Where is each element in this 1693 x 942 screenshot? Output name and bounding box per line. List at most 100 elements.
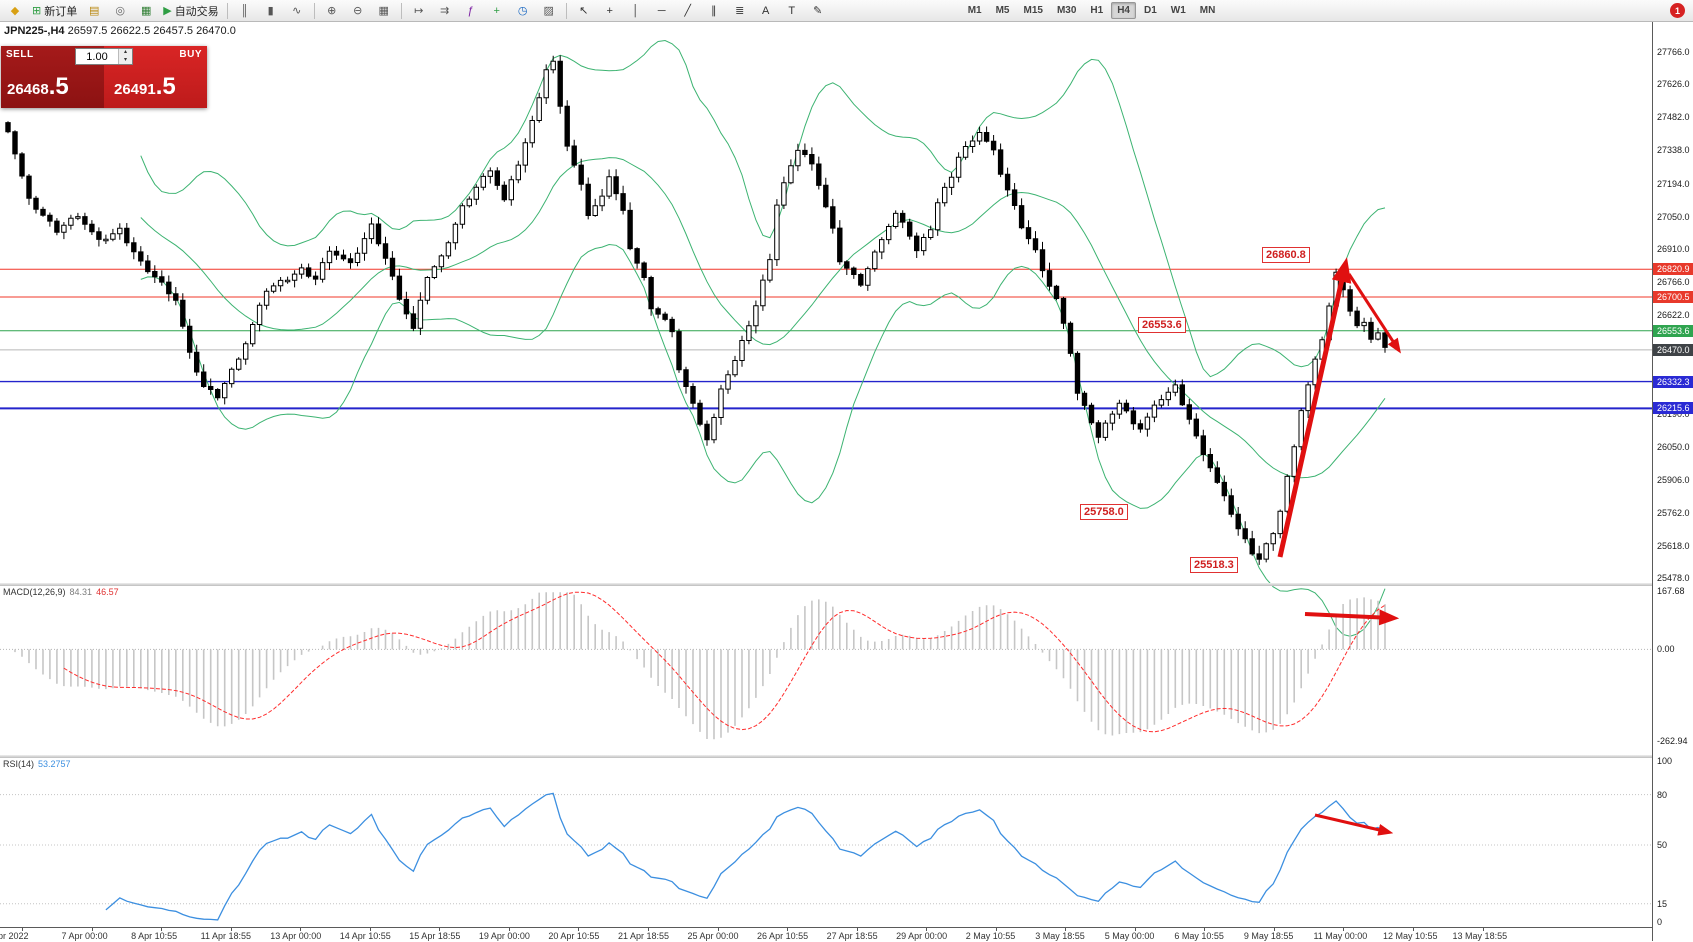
date-label: 15 Apr 18:55 bbox=[409, 931, 461, 941]
pullback-trend-arrow[interactable] bbox=[1347, 273, 1401, 354]
macd-scale-tick: -262.94 bbox=[1657, 735, 1688, 746]
price-tick: 25478.0 bbox=[1657, 573, 1690, 583]
tf-button-W1[interactable]: W1 bbox=[1170, 5, 1186, 16]
rsi-scale-tick: 0 bbox=[1657, 917, 1663, 927]
level-lines bbox=[0, 268, 1652, 410]
candlestick-chart-button[interactable]: ▮ bbox=[259, 1, 283, 21]
chart-title: JPN225-,H4 26597.5 26622.5 26457.5 26470… bbox=[4, 25, 236, 37]
date-label: 11 May 00:00 bbox=[1313, 931, 1368, 941]
line-chart-icon: ∿ bbox=[292, 5, 302, 17]
date-tick-mark bbox=[856, 928, 858, 931]
price-tick: 27194.0 bbox=[1657, 178, 1690, 189]
fibonacci-button[interactable]: ≣ bbox=[728, 1, 752, 21]
price-tick: 27626.0 bbox=[1657, 79, 1690, 90]
text-button[interactable]: A bbox=[754, 1, 778, 21]
rally-trend-arrow[interactable] bbox=[1277, 257, 1352, 558]
channel-button[interactable]: ∥ bbox=[702, 1, 726, 21]
macd-panel-divider[interactable] bbox=[0, 583, 1693, 586]
rsi-trend-arrow[interactable] bbox=[1314, 813, 1394, 836]
buy-button-label: BUY bbox=[179, 49, 202, 60]
arrow-tools-button[interactable]: ✎ bbox=[806, 1, 830, 21]
indicators-button[interactable]: ƒ bbox=[459, 1, 483, 21]
price-tick: 25906.0 bbox=[1657, 474, 1690, 485]
channel-icon: ∥ bbox=[710, 5, 717, 17]
price-tick: 26050.0 bbox=[1657, 441, 1690, 452]
rsi-scale-tick: 80 bbox=[1657, 789, 1668, 800]
periods-button[interactable]: ◷ bbox=[511, 1, 535, 21]
trendline-button[interactable]: ╱ bbox=[676, 1, 700, 21]
lot-up-icon[interactable]: ▴ bbox=[119, 49, 132, 57]
horizontal-line-button[interactable]: ─ bbox=[650, 1, 674, 21]
date-tick-mark bbox=[787, 928, 789, 931]
tf-button-M15[interactable]: M15 bbox=[1023, 5, 1043, 16]
tf-button-D1[interactable]: D1 bbox=[1144, 5, 1157, 16]
charts-button[interactable]: ▤ bbox=[82, 1, 106, 21]
tf-button-MN[interactable]: MN bbox=[1199, 5, 1216, 16]
date-tick-mark bbox=[1413, 928, 1414, 931]
line-chart-button[interactable]: ∿ bbox=[285, 1, 309, 21]
rsi-panel-divider[interactable] bbox=[0, 755, 1693, 758]
terminal-icon: ▦ bbox=[141, 5, 152, 17]
tf-button-M1[interactable]: M1 bbox=[967, 5, 982, 16]
sell-button-label: SELL bbox=[6, 49, 34, 60]
date-label: 14 Apr 10:55 bbox=[339, 931, 391, 941]
vertical-line-button[interactable]: │ bbox=[624, 1, 648, 21]
date-tick-mark bbox=[439, 928, 441, 931]
tile-windows-button[interactable]: ▦ bbox=[372, 1, 396, 21]
zoom-out-button[interactable]: ⊖ bbox=[346, 1, 370, 21]
price-tick: 26766.0 bbox=[1657, 276, 1690, 287]
fibonacci-icon: ≣ bbox=[735, 5, 745, 17]
label-button[interactable]: T bbox=[780, 1, 804, 21]
price-annotation[interactable]: 25758.0 bbox=[1080, 504, 1128, 520]
price-tick: 27766.0 bbox=[1657, 47, 1690, 57]
tf-button-H4[interactable]: H4 bbox=[1111, 2, 1136, 19]
autotrading-button[interactable]: ▶ 自动交易 bbox=[160, 1, 221, 21]
lot-size-field: ▴ ▾ bbox=[75, 48, 133, 65]
auto-scroll-button[interactable]: ↦ bbox=[407, 1, 431, 21]
buy-button[interactable]: BUY 26491.5 bbox=[104, 46, 207, 108]
cursor-icon: ↖ bbox=[579, 5, 589, 17]
chart-ohlc-values: 26597.5 26622.5 26457.5 26470.0 bbox=[67, 25, 236, 37]
price-annotation[interactable]: 26860.8 bbox=[1262, 247, 1310, 263]
tf-button-H1[interactable]: H1 bbox=[1090, 5, 1104, 16]
rsi-panel-layer bbox=[0, 792, 1652, 921]
lot-size-stepper: ▴ ▾ bbox=[118, 49, 132, 64]
date-label: 3 May 18:55 bbox=[1035, 931, 1085, 941]
crosshair-button[interactable]: + bbox=[598, 1, 622, 21]
price-annotation[interactable]: 25518.3 bbox=[1190, 557, 1238, 573]
date-label: 25 Apr 00:00 bbox=[687, 931, 739, 941]
lot-size-input[interactable] bbox=[76, 49, 118, 64]
zoom-in-button[interactable]: ⊕ bbox=[320, 1, 344, 21]
notification-badge[interactable]: 1 bbox=[1670, 3, 1685, 18]
chart-shift-button[interactable]: ⇉ bbox=[433, 1, 457, 21]
templates-button[interactable]: ▨ bbox=[537, 1, 561, 21]
macd-trend-arrow[interactable] bbox=[1304, 609, 1400, 626]
navigator-button[interactable]: ◎ bbox=[108, 1, 132, 21]
price-tick: 27482.0 bbox=[1657, 112, 1690, 123]
add-indicator-button[interactable]: + bbox=[485, 1, 509, 21]
sell-button[interactable]: SELL 26468.5 bbox=[1, 46, 104, 108]
autotrading-label: 自动交易 bbox=[174, 5, 219, 18]
lot-down-icon[interactable]: ▾ bbox=[119, 56, 132, 64]
macd-scale-tick: 0.00 bbox=[1657, 644, 1675, 655]
date-label: 26 Apr 10:55 bbox=[757, 931, 809, 941]
app-button[interactable]: ◆ bbox=[3, 1, 27, 21]
tf-button-M30[interactable]: M30 bbox=[1056, 5, 1077, 16]
new-order-button[interactable]: ⊞ 新订单 bbox=[29, 1, 80, 21]
price-badge: 26553.6 bbox=[1653, 324, 1693, 337]
macd-header: MACD(12,26,9) 84.31 46.57 bbox=[3, 587, 119, 597]
cursor-button[interactable]: ↖ bbox=[572, 1, 596, 21]
date-label: 2 May 10:55 bbox=[965, 931, 1016, 941]
bar-chart-button[interactable]: ║ bbox=[233, 1, 257, 21]
toolbar-separator bbox=[226, 2, 228, 19]
date-axis[interactable]: Apr 2022 7 Apr 00:00 8 Apr 10:55 11 Apr 18:… bbox=[0, 927, 1652, 942]
price-annotation[interactable]: 26553.6 bbox=[1138, 317, 1186, 333]
tf-button-M5[interactable]: M5 bbox=[995, 5, 1010, 16]
date-label: 21 Apr 18:55 bbox=[617, 931, 669, 941]
date-tick-mark bbox=[995, 928, 997, 931]
price-axis[interactable]: 27766.0 27626.0 27482.0 27338.0 27194.0 27050… bbox=[1652, 0, 1693, 941]
date-tick-mark bbox=[369, 928, 371, 931]
periods-icon: ◷ bbox=[517, 5, 528, 17]
terminal-button[interactable]: ▦ bbox=[134, 1, 158, 21]
